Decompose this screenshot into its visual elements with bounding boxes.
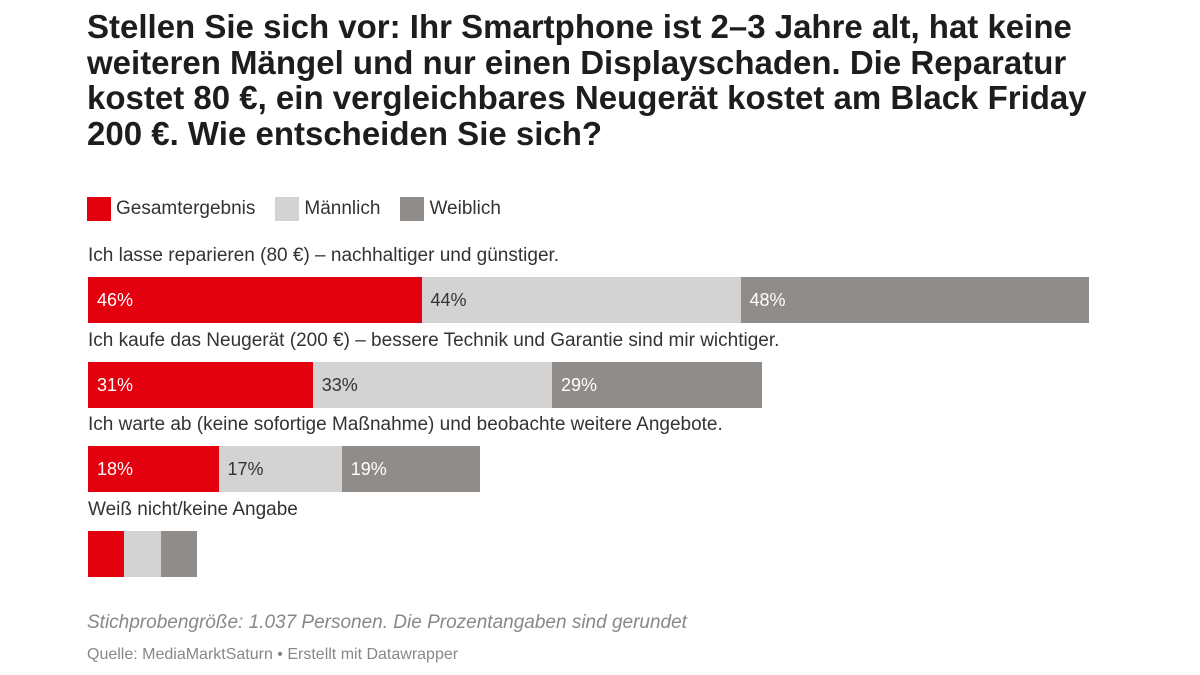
data-label-weiblich: 29% xyxy=(561,375,598,395)
legend-swatch-weiblich xyxy=(400,197,425,221)
data-label-gesamtergebnis: 31% xyxy=(97,375,134,395)
bar-segment-maennlich xyxy=(124,531,161,577)
legend-item-gesamtergebnis: Gesamtergebnis xyxy=(87,197,255,221)
bar-segment-gesamtergebnis: 18% xyxy=(88,446,219,492)
source-note: Quelle: MediaMarktSaturn • Erstellt mit … xyxy=(87,646,459,663)
legend-item-weiblich: Weiblich xyxy=(400,197,501,221)
bar-row-2: 31% 33% 29% xyxy=(88,362,763,408)
bar-row-4 xyxy=(88,531,197,577)
data-label-gesamtergebnis: 18% xyxy=(97,459,134,479)
legend-label-weiblich: Weiblich xyxy=(429,198,501,219)
legend-swatch-maennlich xyxy=(275,197,300,221)
data-label-gesamtergebnis: 46% xyxy=(97,290,134,310)
data-label-maennlich: 17% xyxy=(227,459,264,479)
bar-segment-weiblich xyxy=(160,531,197,577)
bar-segment-gesamtergebnis: 46% xyxy=(88,277,422,323)
chart-title: Stellen Sie sich vor: Ihr Smartphone ist… xyxy=(87,8,1087,152)
legend-label-maennlich: Männlich xyxy=(304,198,381,219)
bar-segment-weiblich: 29% xyxy=(552,362,763,408)
bar-row-3: 18% 17% 19% xyxy=(88,446,480,492)
bar-segment-maennlich: 33% xyxy=(312,362,552,408)
data-label-maennlich: 44% xyxy=(430,290,467,310)
bar-segment-gesamtergebnis: 31% xyxy=(88,362,313,408)
bar-segment-maennlich: 44% xyxy=(421,277,741,323)
bar-segment-maennlich: 17% xyxy=(218,446,342,492)
row-label-4: Weiß nicht/keine Angabe xyxy=(88,499,298,520)
footnote: Stichprobengröße: 1.037 Personen. Die Pr… xyxy=(87,612,687,633)
data-label-weiblich: 48% xyxy=(749,290,786,310)
legend: Gesamtergebnis Männlich Weiblich xyxy=(87,197,521,221)
legend-item-maennlich: Männlich xyxy=(275,197,380,221)
bar-segment-gesamtergebnis xyxy=(88,531,125,577)
bar-row-1: 46% 44% 48% xyxy=(88,277,1089,323)
row-label-1: Ich lasse reparieren (80 €) – nachhaltig… xyxy=(88,245,560,266)
bar-segment-weiblich: 48% xyxy=(740,277,1089,323)
row-label-2: Ich kaufe das Neugerät (200 €) – bessere… xyxy=(88,330,780,351)
data-label-maennlich: 33% xyxy=(321,375,358,395)
legend-swatch-gesamtergebnis xyxy=(87,197,111,221)
bar-segment-weiblich: 19% xyxy=(341,446,480,492)
row-label-3: Ich warte ab (keine sofortige Maßnahme) … xyxy=(88,414,723,435)
legend-label-gesamtergebnis: Gesamtergebnis xyxy=(116,198,256,219)
data-label-weiblich: 19% xyxy=(350,459,387,479)
